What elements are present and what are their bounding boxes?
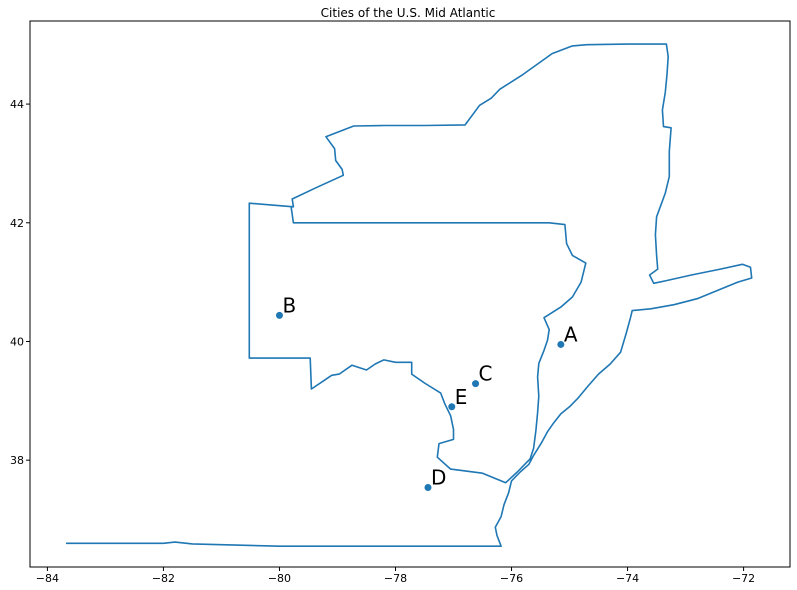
x-axis: −84 −82 −80 −78 −76 −74 −72 xyxy=(36,567,755,585)
x-tick-label: −82 xyxy=(152,572,175,585)
plot-frame xyxy=(29,20,791,568)
x-tick-label: −76 xyxy=(500,572,523,585)
city-label-c: C xyxy=(479,362,493,386)
x-tick-label: −80 xyxy=(268,572,291,585)
city-markers: A B C D E xyxy=(275,293,578,491)
city-point-c xyxy=(472,380,480,388)
y-tick-label: 40 xyxy=(10,335,24,348)
city-point-d xyxy=(424,483,432,491)
y-tick-label: 42 xyxy=(10,217,24,230)
map-title: Cities of the U.S. Mid Atlantic xyxy=(321,6,496,20)
city-point-e xyxy=(448,403,456,411)
city-point-b xyxy=(275,311,283,319)
city-label-a: A xyxy=(564,322,578,346)
state-boundary-line xyxy=(66,43,753,548)
y-axis: 38 40 42 44 xyxy=(10,98,30,467)
x-tick-label: −78 xyxy=(384,572,407,585)
y-tick-label: 38 xyxy=(10,454,24,467)
region-outline xyxy=(66,43,753,548)
x-tick-label: −74 xyxy=(616,572,639,585)
city-label-b: B xyxy=(282,293,296,317)
x-tick-label: −84 xyxy=(36,572,59,585)
city-point-a xyxy=(557,340,565,348)
city-label-e: E xyxy=(455,385,468,409)
x-tick-label: −72 xyxy=(732,572,755,585)
city-label-d: D xyxy=(431,465,446,489)
y-tick-label: 44 xyxy=(10,98,24,111)
